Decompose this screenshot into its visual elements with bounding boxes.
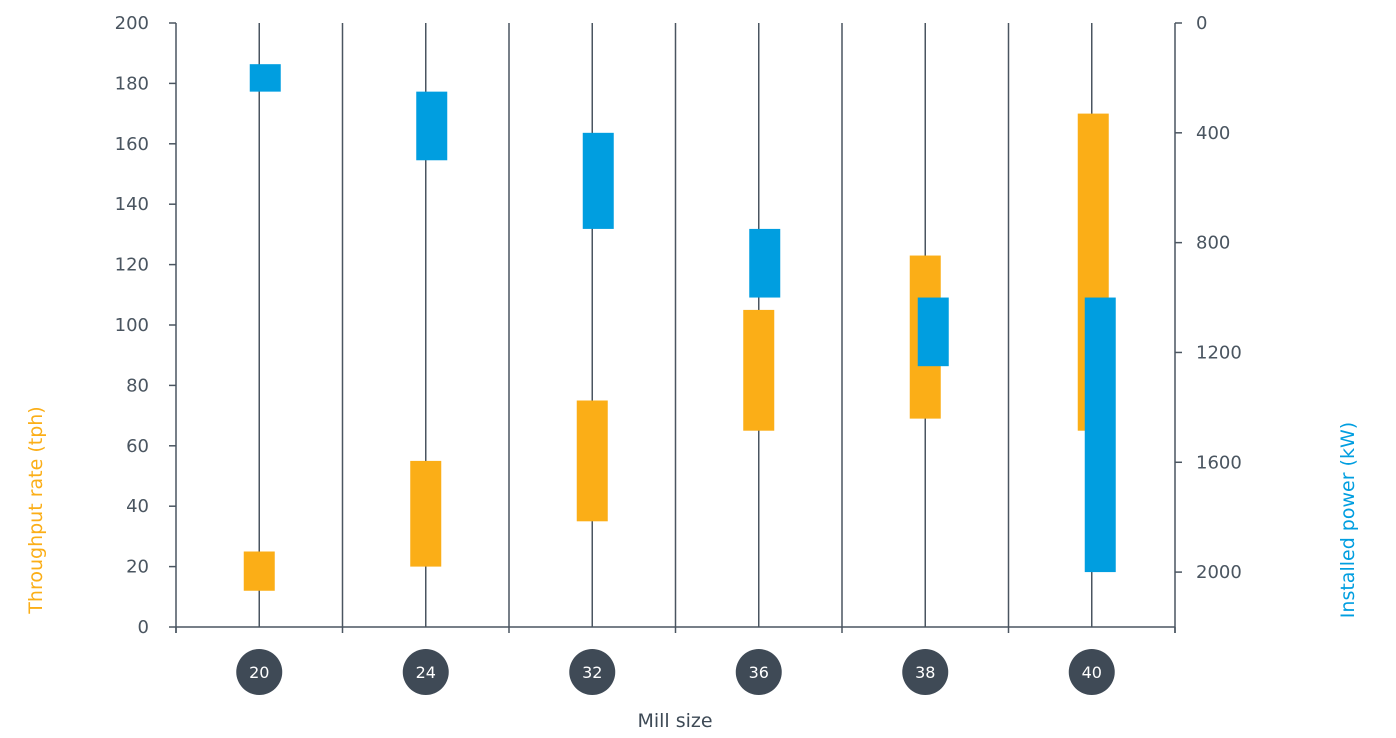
category-label-40: 40 [1082, 663, 1102, 682]
y-axis-left-tick-label: 100 [115, 315, 149, 336]
y-axis-left-tick-label: 200 [115, 13, 149, 34]
power-bar-24 [416, 91, 448, 161]
category-label-38: 38 [915, 663, 935, 682]
throughput-bar-20 [243, 551, 275, 591]
category-label-32: 32 [582, 663, 602, 682]
y-axis-left-tick-label: 0 [138, 617, 149, 638]
power-bar-36 [749, 228, 781, 298]
y-axis-left-title: Throughput rate (tph) [25, 406, 47, 614]
category-badge [402, 649, 449, 695]
y-axis-right-title: Installed power (kW) [1337, 422, 1359, 618]
category-badge [735, 649, 782, 695]
y-axis-right-tick-label: 800 [1196, 233, 1230, 254]
category-badge [569, 649, 616, 695]
power-bar-38 [917, 297, 949, 367]
power-bar-20 [249, 64, 281, 92]
bars [243, 64, 1116, 591]
y-axis-left-tick-label: 180 [115, 73, 149, 94]
y-axis-left-tick-label: 40 [126, 496, 149, 517]
y-axis-right-tick-label: 400 [1196, 123, 1230, 144]
y-axis-left-tick-label: 80 [126, 375, 149, 396]
power-bar-32 [582, 132, 614, 229]
throughput-bar-24 [410, 460, 442, 567]
throughput-bar-36 [743, 309, 775, 431]
y-axis-left-tick-label: 140 [115, 194, 149, 215]
y-axis-left-tick-label: 160 [115, 134, 149, 155]
category-badge [1068, 649, 1115, 695]
category-label-20: 20 [249, 663, 269, 682]
y-axis-right-tick-label: 0 [1196, 13, 1207, 34]
y-axis-right-tick-label: 2000 [1196, 562, 1242, 583]
category-label-24: 24 [416, 663, 436, 682]
power-bar-40 [1084, 297, 1116, 573]
category-badge [236, 649, 283, 695]
y-axis-left-tick-label: 120 [115, 255, 149, 276]
y-axis-right-tick-label: 1600 [1196, 452, 1242, 473]
y-axis-left-tick-label: 60 [126, 436, 149, 457]
grid-lines [258, 23, 1093, 627]
category-label-36: 36 [749, 663, 769, 682]
category-labels: 20 24 32 36 38 40 [236, 649, 1115, 695]
category-badge [902, 649, 949, 695]
x-axis-title: Mill size [637, 710, 712, 732]
y-axis-left-tick-label: 20 [126, 557, 149, 578]
throughput-bar-32 [576, 400, 608, 522]
y-axis-right-tick-label: 1200 [1196, 342, 1242, 363]
